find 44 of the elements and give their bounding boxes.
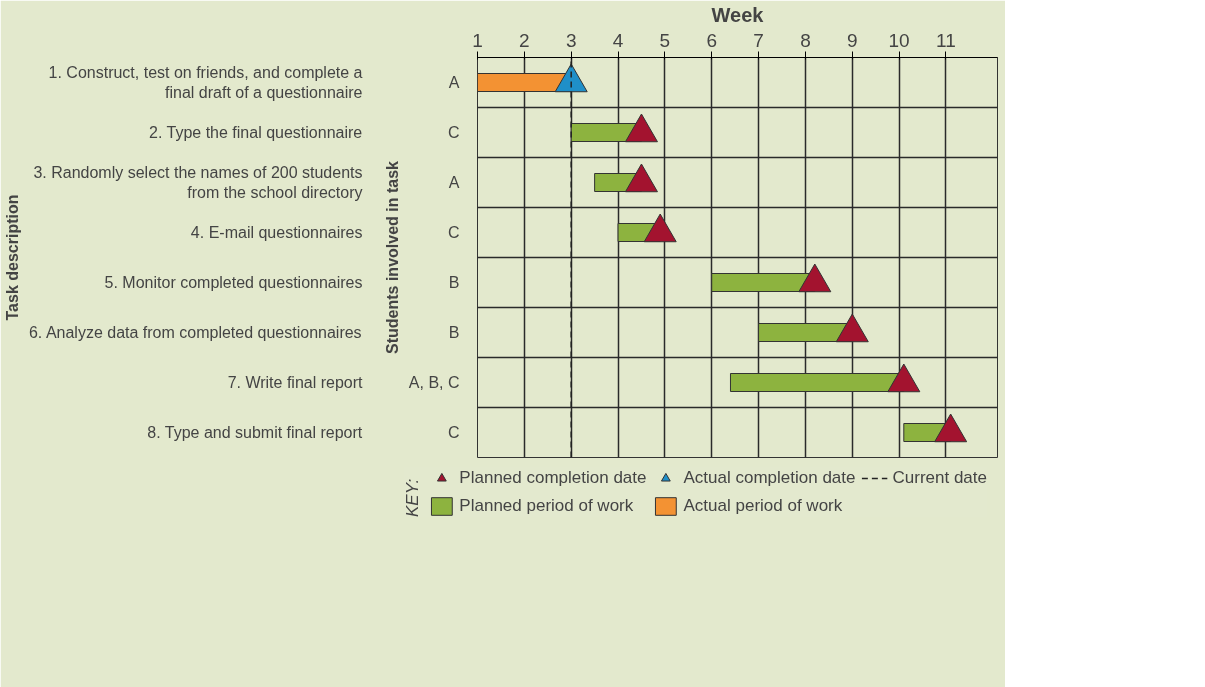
y2-tick-label: A <box>448 174 460 191</box>
y-tick-label: 6. Analyze data from completed questionnaires <box>28 324 362 341</box>
y2-tick-label: C <box>447 424 460 441</box>
x-tick-label: 10 <box>888 29 910 51</box>
x-tick-label: 4 <box>612 29 624 51</box>
point <box>624 163 658 193</box>
y-tick-label: 7. Write final report <box>227 374 364 391</box>
y2-tick-label: C <box>447 124 460 141</box>
legend-label: Planned period of work <box>459 496 634 516</box>
point <box>835 313 869 343</box>
y-tick-label: 1. Construct, test on friends, and complete a final draft of a questionnaire <box>48 63 363 102</box>
x-tick-label: 7 <box>753 29 764 51</box>
point <box>798 263 832 293</box>
x-tick-label: 11 <box>936 29 956 51</box>
point <box>643 213 677 243</box>
y-tick-label: 3. Randomly select the names of 200 students from the school directory <box>33 163 363 202</box>
x-tick-label: 2 <box>519 29 530 51</box>
y2-tick-label: A, B, C <box>408 374 460 391</box>
y-tick-label: 2. Type the final questionnaire <box>149 124 363 141</box>
x-tick-label: 8 <box>800 29 811 51</box>
point <box>554 63 588 93</box>
x-tick-label: 9 <box>846 29 858 51</box>
y-tick-label: 5. Monitor completed questionnaires <box>104 274 363 291</box>
x-tick-label: 1 <box>472 29 483 51</box>
legend-label: Actual period of work <box>683 496 843 516</box>
y-tick-label: 4. E-mail questionnaires <box>190 224 363 241</box>
y2-tick-label: C <box>447 224 460 241</box>
x-axis-title: Week <box>711 3 765 26</box>
legend-title: KEY: <box>403 477 424 517</box>
y2-axis-title: Students involved in task <box>383 160 401 354</box>
x-tick-label: 5 <box>659 29 671 51</box>
legend-label: Current date <box>892 468 987 488</box>
y-axis-title: Task description <box>3 194 21 321</box>
y2-tick-label: A <box>448 74 460 91</box>
point <box>887 363 921 393</box>
y-tick-label: 8. Type and submit final report <box>147 424 363 441</box>
point <box>934 413 968 443</box>
y2-tick-label: B <box>448 274 460 291</box>
x-tick-label: 6 <box>706 29 718 51</box>
legend-label: Actual completion date <box>683 468 856 488</box>
point <box>624 113 658 143</box>
x-tick-label: 3 <box>565 29 577 51</box>
legend-label: Planned completion date <box>459 468 647 488</box>
y2-tick-label: B <box>448 324 460 341</box>
